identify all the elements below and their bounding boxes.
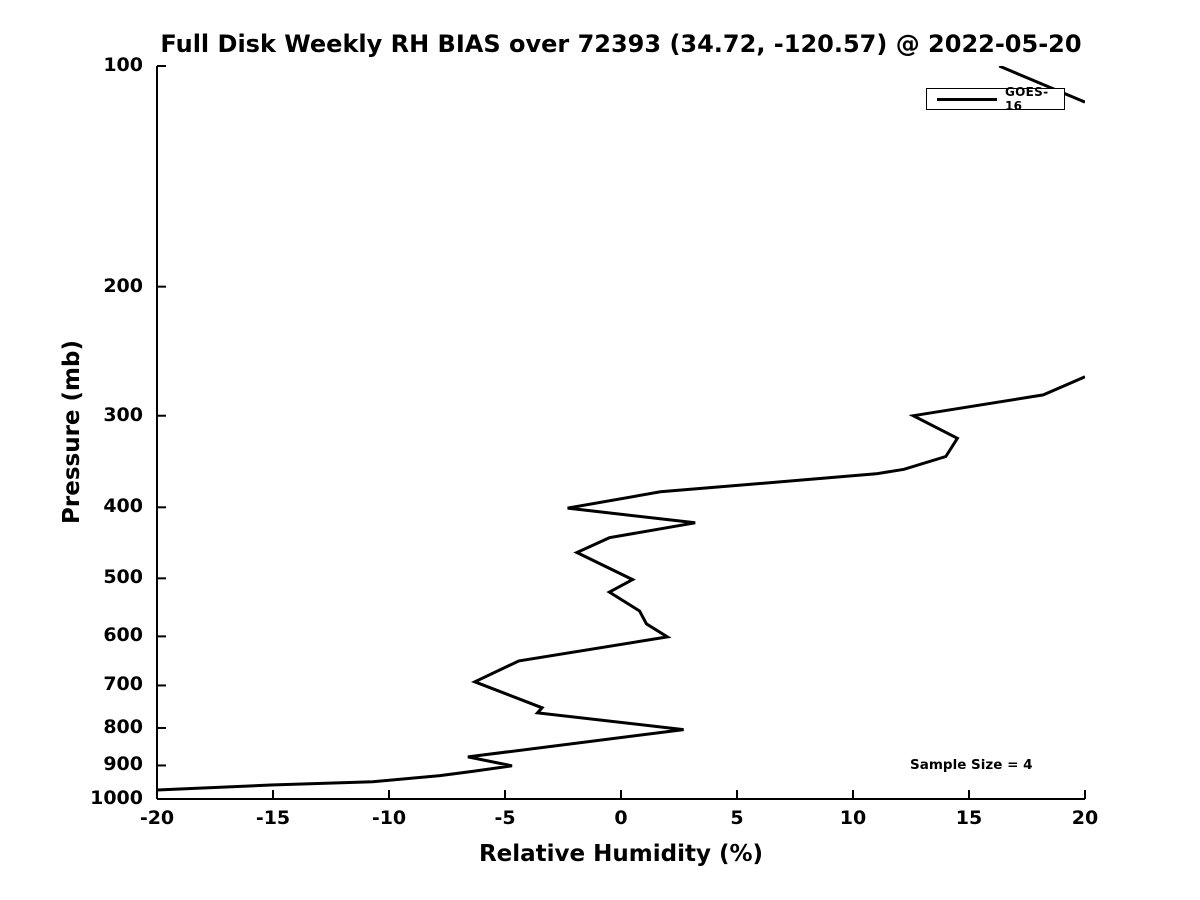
sample-size-annotation: Sample Size = 4 — [910, 757, 1033, 773]
x-tick-label: -15 — [255, 807, 291, 829]
y-tick-label: 1000 — [90, 787, 143, 809]
y-tick-label: 400 — [103, 495, 143, 518]
legend-entry-label: GOES-16 — [1005, 85, 1049, 113]
x-tick-label: 15 — [955, 807, 983, 829]
x-tick-label: -10 — [371, 807, 407, 829]
y-axis-label: Pressure (mb) — [59, 340, 85, 524]
goes16-rh-bias-line — [157, 66, 1085, 792]
y-tick-label: 600 — [103, 624, 143, 647]
y-tick-label: 800 — [103, 715, 143, 738]
x-axis-label: Relative Humidity (%) — [478, 841, 764, 867]
y-tick-label: 700 — [103, 673, 143, 696]
legend-box: GOES-16 — [926, 85, 1065, 113]
y-tick-label: 300 — [103, 403, 143, 426]
y-tick-label: 900 — [103, 753, 143, 776]
x-tick-label: 5 — [730, 807, 744, 829]
tick-marks — [156, 65, 1086, 800]
y-tick-label: 200 — [103, 274, 143, 297]
legend-line-sample-icon — [937, 97, 997, 101]
x-tick-label: -20 — [139, 807, 175, 829]
y-tick-label: 100 — [103, 54, 143, 76]
x-tick-label: 0 — [614, 807, 628, 829]
chart-title: Full Disk Weekly RH BIAS over 72393 (34.… — [160, 30, 1082, 58]
x-tick-label: 10 — [839, 807, 867, 829]
x-tick-label: -5 — [494, 807, 516, 829]
y-tick-label: 500 — [103, 566, 143, 589]
x-tick-label: 20 — [1071, 807, 1099, 829]
